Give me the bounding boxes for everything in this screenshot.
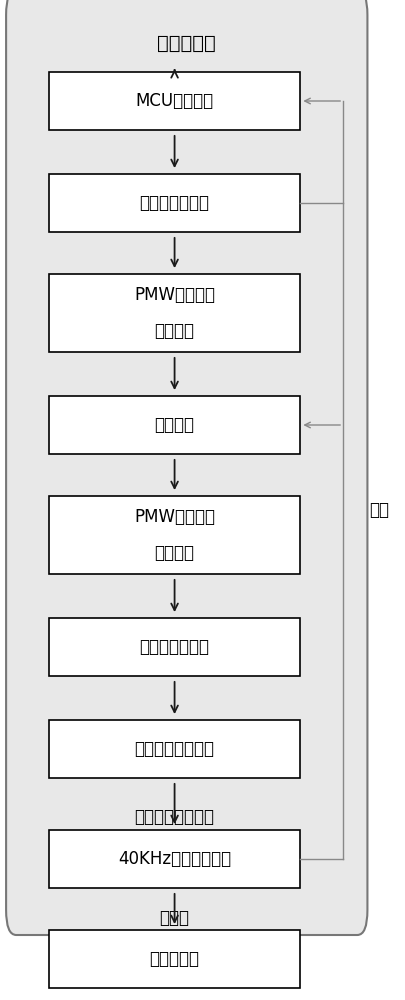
Text: 作用于: 作用于 xyxy=(159,909,189,927)
FancyBboxPatch shape xyxy=(49,174,300,232)
Text: PMW超声波信: PMW超声波信 xyxy=(134,286,215,304)
Text: 混频调制: 混频调制 xyxy=(154,416,194,434)
Text: 反馈: 反馈 xyxy=(369,501,389,519)
FancyBboxPatch shape xyxy=(49,830,300,888)
FancyBboxPatch shape xyxy=(49,72,300,130)
FancyBboxPatch shape xyxy=(49,720,300,778)
Text: MCU微处理器: MCU微处理器 xyxy=(135,92,213,110)
Text: 超声波输出电容: 超声波输出电容 xyxy=(139,638,209,656)
FancyBboxPatch shape xyxy=(49,618,300,676)
Text: 超声波基频信号: 超声波基频信号 xyxy=(139,194,209,212)
FancyBboxPatch shape xyxy=(49,496,300,574)
Text: 号放大器: 号放大器 xyxy=(154,544,194,562)
Text: PMW超声波信: PMW超声波信 xyxy=(134,508,215,526)
Text: 浸蜡缸缸体: 浸蜡缸缸体 xyxy=(149,950,199,968)
Text: 40KHz超声波换能器: 40KHz超声波换能器 xyxy=(118,850,230,868)
Text: 超声波输出变压器: 超声波输出变压器 xyxy=(134,740,214,758)
FancyBboxPatch shape xyxy=(6,0,367,935)
Text: 匹配超声波换能器: 匹配超声波换能器 xyxy=(134,808,214,826)
FancyBboxPatch shape xyxy=(49,274,300,352)
Text: 超声波系统: 超声波系统 xyxy=(157,33,215,52)
FancyBboxPatch shape xyxy=(49,396,300,454)
Text: 号发生器: 号发生器 xyxy=(154,322,194,340)
FancyBboxPatch shape xyxy=(49,930,300,988)
